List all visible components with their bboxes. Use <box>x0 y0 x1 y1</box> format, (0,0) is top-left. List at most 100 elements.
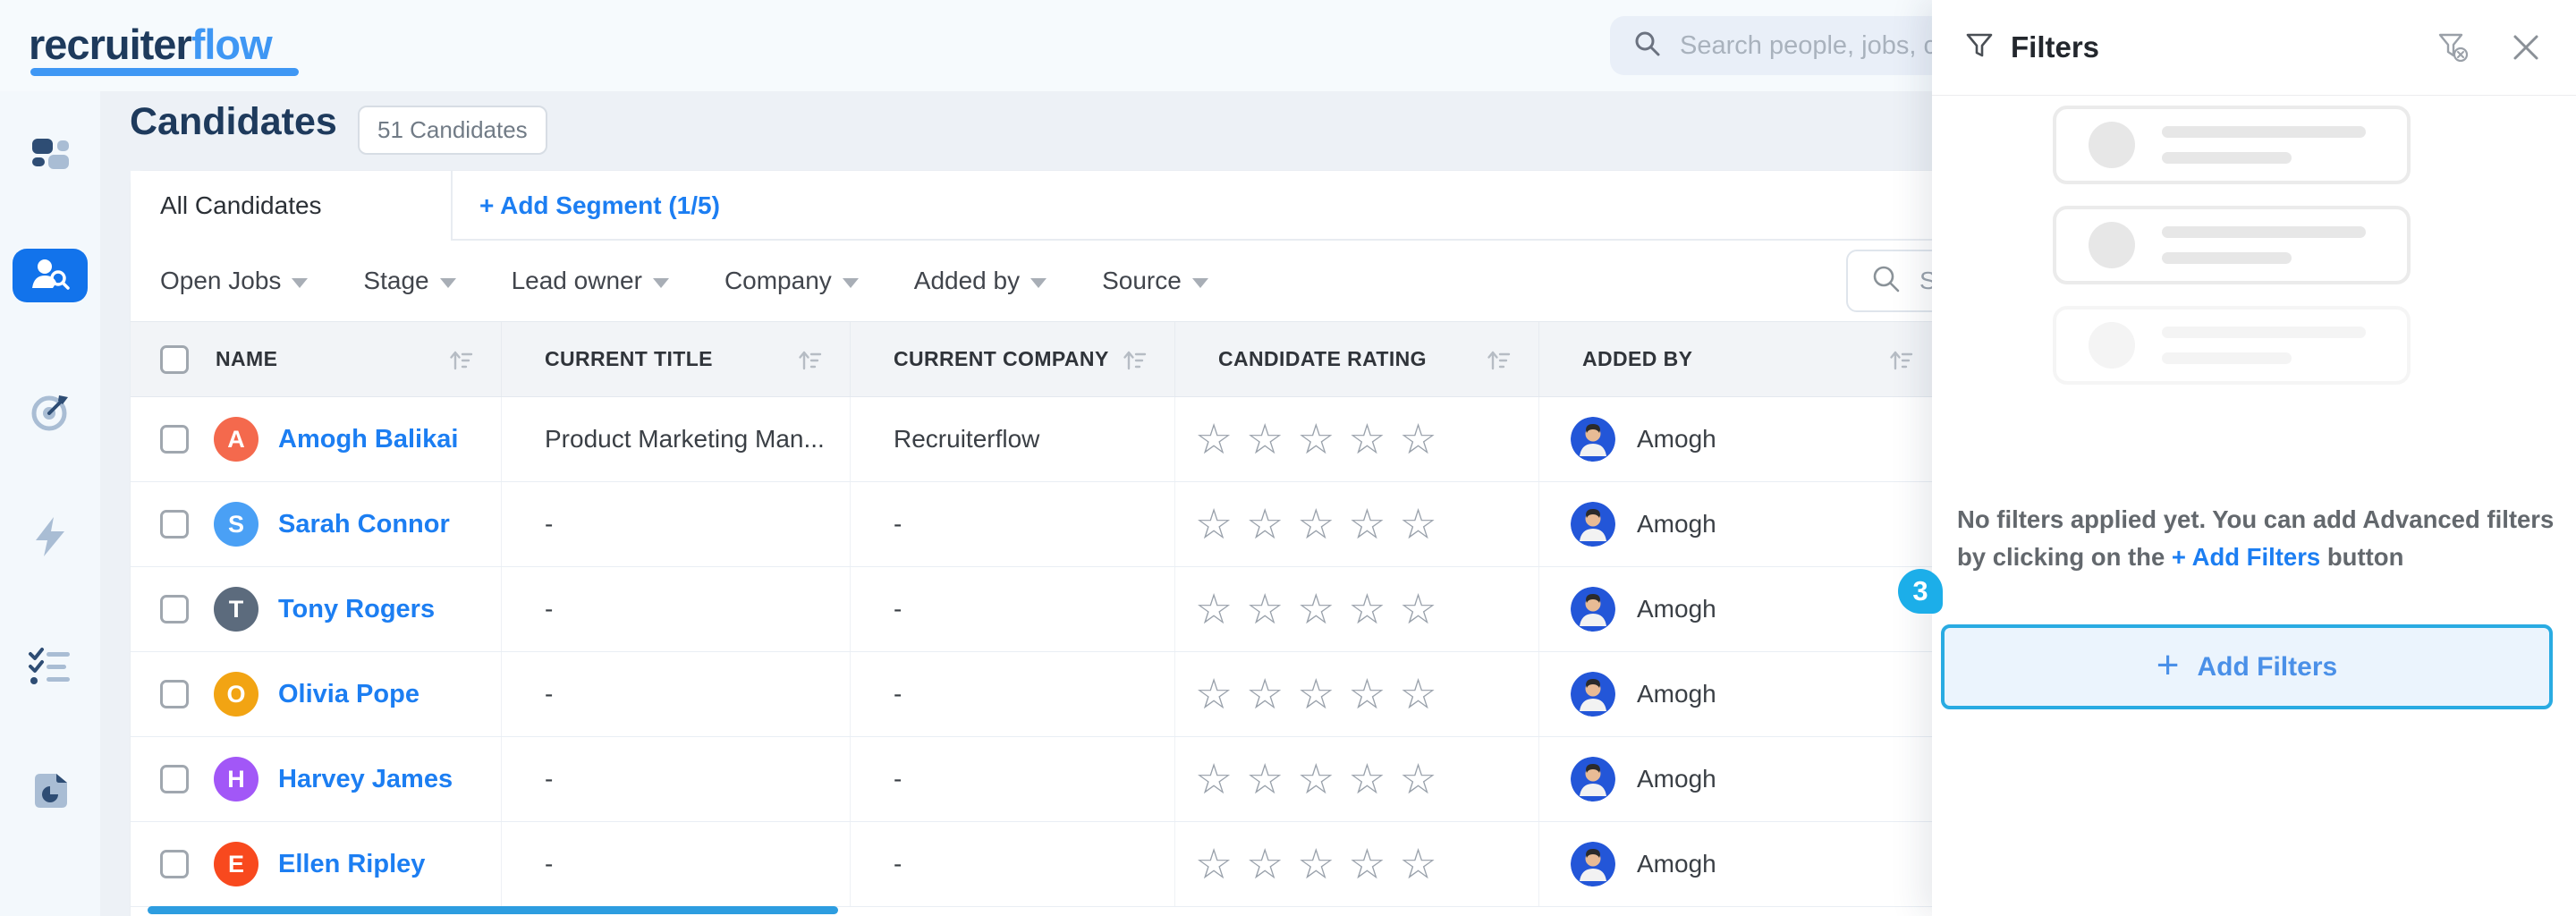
candidate-avatar: S <box>214 502 258 547</box>
filters-panel-header: Filters <box>1932 0 2576 96</box>
tab-all-candidates[interactable]: All Candidates <box>131 171 453 241</box>
added-by-name: Amogh <box>1637 680 1716 708</box>
row-checkbox[interactable] <box>160 680 189 708</box>
sort-icon[interactable] <box>447 345 476 374</box>
candidate-name-link[interactable]: Sarah Connor <box>278 509 450 539</box>
added-by-name: Amogh <box>1637 595 1716 623</box>
logo-text-primary: recruiter <box>29 21 192 68</box>
lightning-bolt-icon <box>27 513 73 564</box>
current-title-value: - <box>545 680 554 708</box>
add-filters-button[interactable]: + Add Filters <box>1941 624 2553 709</box>
filter-company[interactable]: Company <box>724 267 859 295</box>
star-rating[interactable]: ☆☆☆☆☆ <box>1195 415 1451 462</box>
added-by-avatar <box>1571 672 1615 717</box>
chevron-down-icon <box>652 277 669 288</box>
star-rating[interactable]: ☆☆☆☆☆ <box>1195 670 1451 717</box>
current-company-value: - <box>894 765 902 793</box>
add-filters-inline-link[interactable]: + Add Filters <box>2171 543 2321 571</box>
coach-mark-step-badge: 3 <box>1898 569 1943 614</box>
candidate-avatar: O <box>214 672 258 717</box>
page-title: Candidates <box>130 100 337 143</box>
filter-stage[interactable]: Stage <box>363 267 456 295</box>
logo-underline-swoosh <box>30 68 299 76</box>
sort-icon[interactable] <box>796 345 825 374</box>
skeleton-card <box>2053 106 2411 184</box>
clear-filters-icon[interactable] <box>2435 29 2472 66</box>
candidate-avatar: E <box>214 842 258 886</box>
added-by-name: Amogh <box>1637 850 1716 878</box>
added-by-avatar <box>1571 757 1615 802</box>
table-row: T Tony Rogers - - ☆☆☆☆☆ Amogh <box>131 567 2576 652</box>
current-title-value: - <box>545 765 554 793</box>
row-checkbox[interactable] <box>160 850 189 878</box>
column-header-name: NAME <box>216 347 278 370</box>
table-row: A Amogh Balikai Product Marketing Man...… <box>131 397 2576 482</box>
filters-panel-title: Filters <box>2011 30 2100 64</box>
empty-state-message: No filters applied yet. You can add Adva… <box>1957 505 2555 571</box>
table-row: S Sarah Connor - - ☆☆☆☆☆ Amogh <box>131 482 2576 567</box>
row-checkbox[interactable] <box>160 425 189 454</box>
filter-open-jobs[interactable]: Open Jobs <box>160 267 309 295</box>
funnel-icon <box>1964 30 1995 65</box>
table-row: E Ellen Ripley - - ☆☆☆☆☆ Amogh <box>131 822 2576 907</box>
recruiterflow-logo[interactable]: recruiterflow <box>29 20 299 76</box>
star-rating[interactable]: ☆☆☆☆☆ <box>1195 585 1451 632</box>
select-all-checkbox[interactable] <box>160 344 189 374</box>
row-checkbox[interactable] <box>160 765 189 793</box>
sidebar-item-dashboard[interactable] <box>0 132 100 183</box>
chevron-down-icon <box>439 277 456 288</box>
star-rating[interactable]: ☆☆☆☆☆ <box>1195 755 1451 802</box>
added-by-name: Amogh <box>1637 510 1716 538</box>
candidate-name-link[interactable]: Olivia Pope <box>278 679 419 708</box>
chevron-down-icon <box>1030 277 1047 288</box>
filter-lead-owner[interactable]: Lead owner <box>512 267 669 295</box>
column-header-current-title: CURRENT TITLE <box>545 347 713 370</box>
current-title-value: - <box>545 510 554 538</box>
candidate-name-link[interactable]: Amogh Balikai <box>278 424 459 454</box>
current-company-value: - <box>894 680 902 708</box>
added-by-name: Amogh <box>1637 425 1716 453</box>
sidebar-item-reports[interactable] <box>0 768 100 818</box>
candidates-active-pill <box>13 249 88 302</box>
filter-added-by[interactable]: Added by <box>914 267 1047 295</box>
added-by-avatar <box>1571 587 1615 632</box>
column-header-candidate-rating: CANDIDATE RATING <box>1218 347 1427 370</box>
candidate-name-link[interactable]: Harvey James <box>278 764 453 793</box>
sidebar-item-tasks[interactable] <box>0 645 100 691</box>
left-sidebar <box>0 91 100 916</box>
candidate-count-badge: 51 Candidates <box>358 106 547 155</box>
dashboard-icon <box>27 132 73 183</box>
sidebar-item-goals[interactable] <box>0 388 100 439</box>
sort-icon[interactable] <box>1485 345 1513 374</box>
chevron-down-icon <box>292 277 309 288</box>
filter-source[interactable]: Source <box>1102 267 1208 295</box>
sidebar-item-automation[interactable] <box>0 513 100 564</box>
horizontal-scrollbar-thumb[interactable] <box>148 906 838 914</box>
added-by-avatar <box>1571 502 1615 547</box>
current-company-value: - <box>894 510 902 538</box>
skeleton-card <box>2053 206 2411 284</box>
sidebar-item-candidates[interactable] <box>0 249 100 302</box>
segment-tabs: All Candidates + Add Segment (1/5) <box>131 171 2576 241</box>
candidate-name-link[interactable]: Ellen Ripley <box>278 849 426 878</box>
close-icon[interactable] <box>2510 31 2542 64</box>
candidate-avatar: H <box>214 757 258 802</box>
added-by-avatar <box>1571 417 1615 462</box>
candidate-name-link[interactable]: Tony Rogers <box>278 594 436 623</box>
row-checkbox[interactable] <box>160 510 189 539</box>
current-title-value: Product Marketing Man... <box>545 425 825 453</box>
star-rating[interactable]: ☆☆☆☆☆ <box>1195 500 1451 547</box>
row-checkbox[interactable] <box>160 595 189 623</box>
logo-text-secondary: flow <box>191 21 273 68</box>
sort-icon[interactable] <box>1121 345 1149 374</box>
report-document-icon <box>28 768 72 818</box>
checklist-icon <box>27 645 73 691</box>
column-header-added-by: ADDED BY <box>1582 347 1693 370</box>
target-dart-icon <box>27 388 73 439</box>
table-body: A Amogh Balikai Product Marketing Man...… <box>131 397 2576 907</box>
star-rating[interactable]: ☆☆☆☆☆ <box>1195 840 1451 887</box>
sort-icon[interactable] <box>1887 345 1916 374</box>
add-segment-button[interactable]: + Add Segment (1/5) <box>479 191 720 219</box>
table-row: H Harvey James - - ☆☆☆☆☆ Amogh <box>131 737 2576 822</box>
candidate-search-icon <box>29 256 72 296</box>
